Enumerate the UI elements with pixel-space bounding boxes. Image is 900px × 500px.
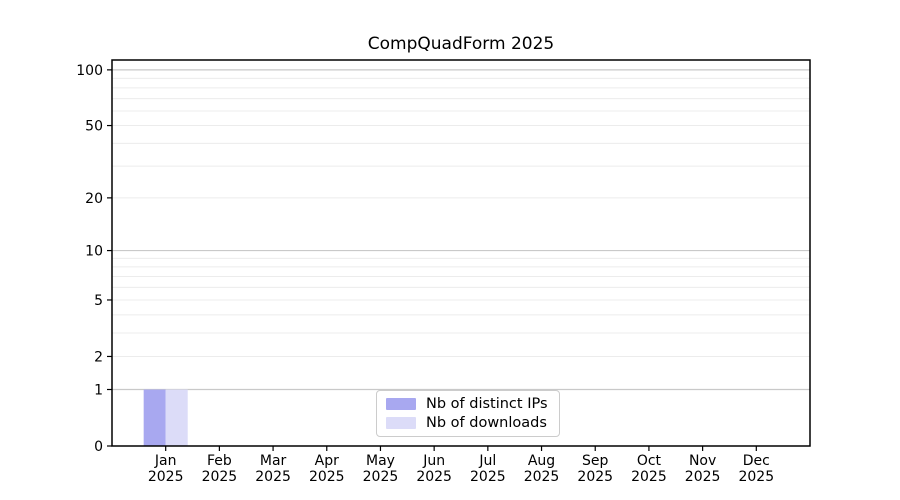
x-tick-label-month: Feb: [207, 453, 232, 469]
plot-frame: [111, 59, 811, 447]
y-tick-label: 50: [85, 119, 103, 135]
x-tick-label-month: May: [366, 453, 395, 469]
x-tick-label-year: 2025: [363, 469, 399, 485]
x-tick-label-year: 2025: [309, 469, 345, 485]
x-tick-label-month: Jan: [154, 453, 177, 469]
x-tick-label-year: 2025: [577, 469, 613, 485]
x-tick-label-year: 2025: [255, 469, 291, 485]
bars: [143, 389, 188, 446]
chart-legend: Nb of distinct IPs Nb of downloads: [376, 390, 560, 437]
x-tick-label-year: 2025: [524, 469, 560, 485]
x-axis: Jan2025Feb2025Mar2025Apr2025May2025Jun20…: [148, 446, 774, 485]
x-tick-label-month: Jun: [422, 453, 445, 469]
bar-jan-series1: [165, 389, 188, 446]
legend-label-distinct-ips: Nb of distinct IPs: [426, 396, 548, 412]
x-tick-label-month: Apr: [315, 453, 339, 469]
x-tick-label-month: Nov: [689, 453, 716, 469]
x-tick-label-month: Aug: [528, 453, 555, 469]
x-tick-label-year: 2025: [631, 469, 667, 485]
legend-swatch-downloads: [386, 417, 416, 429]
y-tick-label: 10: [85, 244, 103, 260]
x-tick-label-year: 2025: [685, 469, 721, 485]
x-tick-label-year: 2025: [416, 469, 452, 485]
y-tick-label: 0: [94, 439, 103, 455]
y-tick-label: 5: [94, 293, 103, 309]
x-tick-label-year: 2025: [148, 469, 184, 485]
x-tick-label-month: Mar: [260, 453, 287, 469]
y-tick-label: 1: [94, 383, 103, 399]
y-tick-label: 20: [85, 191, 103, 207]
x-tick-label-year: 2025: [738, 469, 774, 485]
legend-item-distinct-ips: Nb of distinct IPs: [386, 396, 548, 412]
x-tick-label-month: Sep: [582, 453, 609, 469]
legend-label-downloads: Nb of downloads: [426, 415, 547, 431]
legend-swatch-distinct-ips: [386, 398, 416, 410]
y-tick-label: 100: [76, 63, 103, 79]
legend-item-downloads: Nb of downloads: [386, 415, 548, 431]
x-tick-label-month: Dec: [743, 453, 770, 469]
chart-title: CompQuadForm 2025: [367, 34, 555, 54]
y-tick-label: 2: [94, 349, 103, 365]
x-tick-label-month: Oct: [637, 453, 662, 469]
bar-jan-series0: [143, 389, 166, 446]
gridlines: [112, 69, 810, 391]
x-tick-label-year: 2025: [202, 469, 238, 485]
x-tick-label-month: Jul: [478, 453, 496, 469]
y-axis: 0 1 2 5 10 20 50 100: [76, 63, 112, 455]
x-tick-label-year: 2025: [470, 469, 506, 485]
